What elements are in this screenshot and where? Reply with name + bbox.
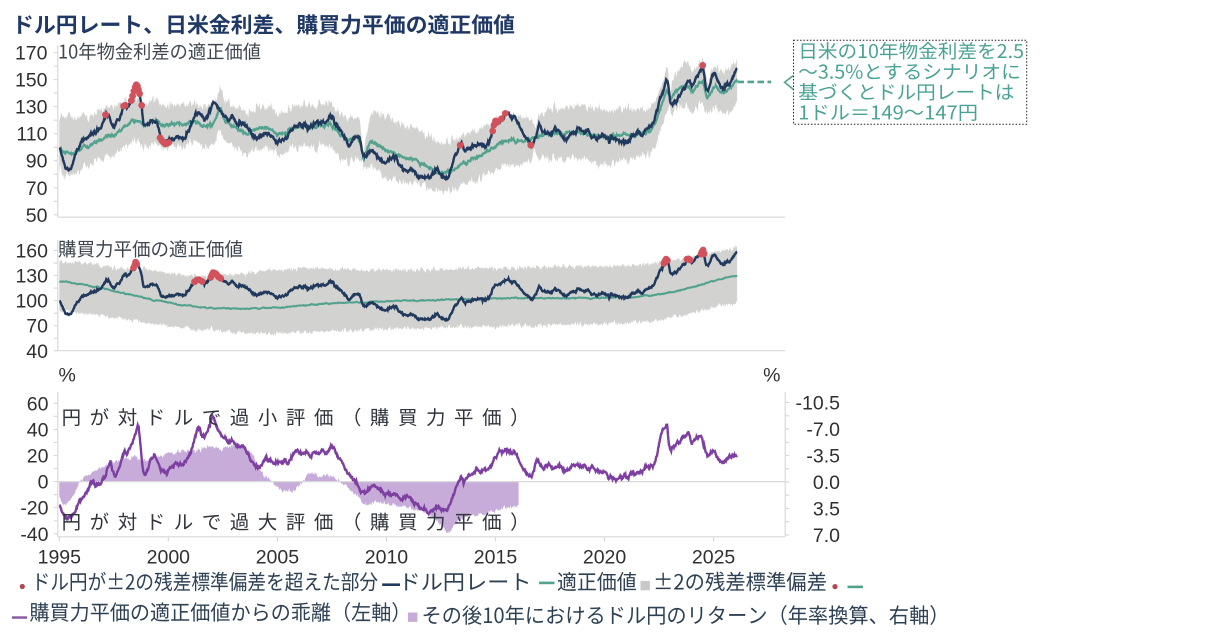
svg-text:150: 150 [15, 70, 48, 92]
svg-text:2020: 2020 [583, 546, 627, 568]
svg-text:70: 70 [26, 178, 48, 200]
svg-text:-20: -20 [20, 498, 48, 520]
svg-text:-7.0: -7.0 [806, 419, 840, 441]
svg-text:110: 110 [16, 124, 47, 146]
svg-text:2000: 2000 [147, 546, 191, 568]
svg-text:%: % [763, 365, 780, 387]
svg-text:%: % [59, 365, 76, 387]
svg-text:130: 130 [15, 97, 48, 119]
svg-text:0.0: 0.0 [813, 472, 840, 494]
svg-text:40: 40 [27, 419, 49, 441]
svg-text:20: 20 [27, 446, 49, 468]
svg-text:3.5: 3.5 [813, 499, 840, 521]
svg-text:1995: 1995 [38, 546, 82, 568]
svg-text:-10.5: -10.5 [796, 393, 841, 415]
svg-text:2010: 2010 [365, 546, 409, 568]
svg-text:0: 0 [38, 472, 49, 494]
svg-text:-40: -40 [20, 524, 48, 546]
svg-text:-3.5: -3.5 [806, 446, 840, 468]
svg-text:160: 160 [15, 240, 48, 262]
svg-text:100: 100 [15, 291, 48, 313]
svg-text:130: 130 [15, 266, 48, 288]
svg-text:2015: 2015 [474, 546, 518, 568]
svg-text:40: 40 [26, 341, 48, 363]
svg-text:70: 70 [26, 316, 48, 338]
svg-text:50: 50 [26, 205, 48, 227]
svg-text:2005: 2005 [256, 546, 300, 568]
svg-text:7.0: 7.0 [813, 525, 840, 547]
svg-text:60: 60 [27, 393, 49, 415]
svg-text:170: 170 [15, 43, 48, 65]
svg-text:2025: 2025 [692, 546, 736, 568]
svg-text:90: 90 [26, 151, 48, 173]
